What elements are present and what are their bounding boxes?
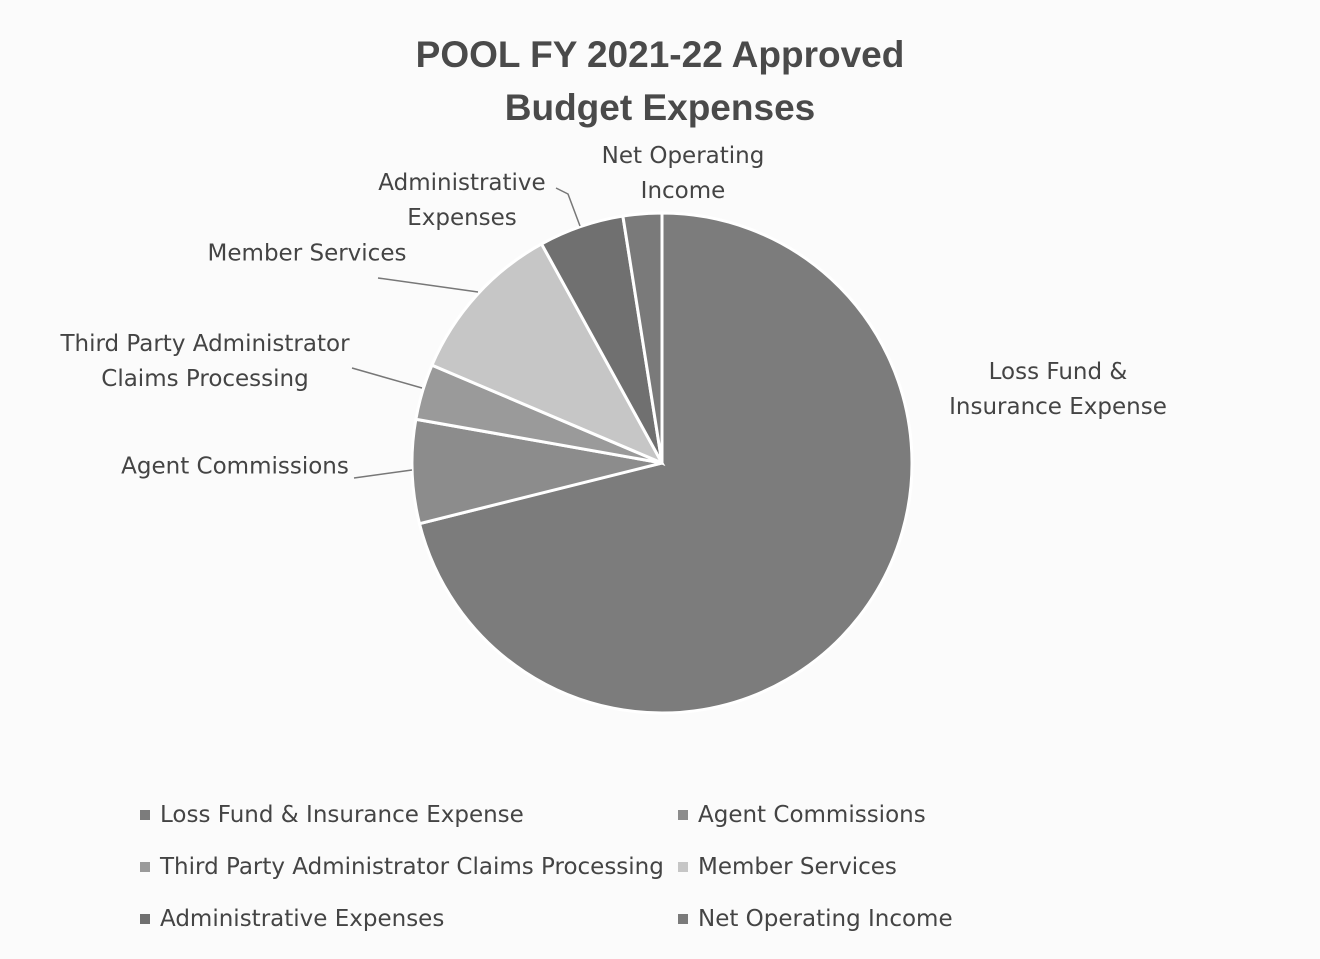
legend-label: Agent Commissions bbox=[698, 802, 926, 828]
legend-item: Loss Fund & Insurance Expense bbox=[140, 800, 524, 830]
legend-label: Net Operating Income bbox=[698, 906, 953, 932]
pie-slice bbox=[417, 211, 914, 715]
legend-swatch bbox=[678, 810, 688, 820]
data-label: Administrative Expenses bbox=[378, 170, 546, 231]
data-label: Agent Commissions bbox=[121, 453, 349, 480]
leader-line bbox=[351, 367, 423, 389]
leader-line bbox=[555, 187, 581, 227]
legend-label: Third Party Administrator Claims Process… bbox=[160, 854, 664, 880]
legend-item: Member Services bbox=[678, 852, 897, 882]
leader-line bbox=[353, 469, 413, 479]
legend-item: Third Party Administrator Claims Process… bbox=[140, 852, 664, 882]
legend-swatch bbox=[140, 810, 150, 820]
legend-swatch bbox=[140, 862, 150, 872]
legend-swatch bbox=[678, 862, 688, 872]
legend-label: Member Services bbox=[698, 854, 897, 880]
legend-label: Administrative Expenses bbox=[160, 906, 445, 932]
data-label: Member Services bbox=[207, 240, 407, 267]
pie-slice bbox=[621, 211, 664, 464]
chart-title: POOL FY 2021-22 Approved Budget Expenses bbox=[415, 34, 905, 128]
leader-line bbox=[377, 277, 479, 293]
data-label: Net Operating Income bbox=[601, 143, 765, 204]
legend-label: Loss Fund & Insurance Expense bbox=[160, 802, 524, 828]
data-label: Third Party Administrator Claims Process… bbox=[60, 331, 350, 392]
data-label: Loss Fund & Insurance Expense bbox=[949, 359, 1167, 420]
legend-swatch bbox=[678, 914, 688, 924]
legend-item: Administrative Expenses bbox=[140, 904, 444, 934]
legend-item: Net Operating Income bbox=[678, 904, 953, 934]
pie-slice bbox=[429, 241, 666, 467]
legend-item: Agent Commissions bbox=[678, 800, 926, 830]
legend-swatch bbox=[140, 914, 150, 924]
